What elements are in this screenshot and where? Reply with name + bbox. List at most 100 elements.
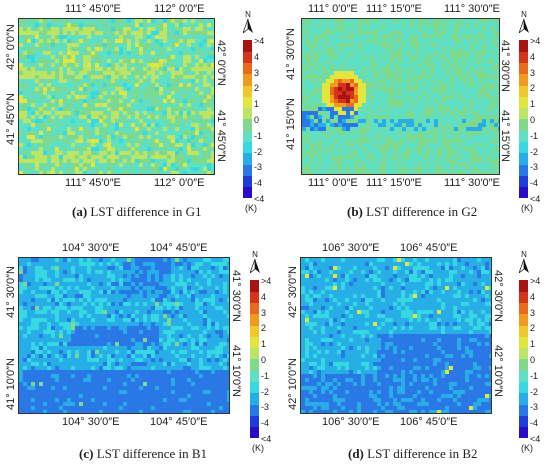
map-g1: [18, 18, 215, 175]
legend-swatch: [250, 325, 259, 337]
legend-unit: (K): [252, 443, 264, 453]
legend-label: <4: [261, 434, 272, 444]
legend-swatch: [519, 370, 528, 383]
lst-raster: [301, 258, 491, 413]
legend-swatch: [243, 130, 252, 143]
bottom-tick: 111° 30′0″E: [444, 177, 500, 189]
legend-label: -1: [261, 370, 270, 381]
legend-swatch: [519, 107, 528, 120]
legend-label: <4: [254, 194, 265, 204]
left-tick: 42° 30′0″N: [287, 266, 299, 318]
legend-swatch: [519, 426, 528, 439]
top-tick: 111° 15′0″E: [366, 3, 422, 15]
north-label: N: [521, 10, 527, 19]
legend-swatch: [519, 73, 528, 86]
legend-label: 2: [530, 323, 536, 334]
legend-label: -2: [530, 146, 539, 157]
bottom-tick: 112° 0′0″E: [154, 177, 205, 189]
legend-swatch: [243, 40, 252, 52]
right-tick: 41° 30′0″N: [230, 270, 242, 322]
legend-label: -1: [254, 130, 263, 141]
legend-unit: (K): [521, 443, 533, 453]
legend-label: -4: [254, 178, 263, 189]
legend-label: <4: [530, 434, 541, 444]
top-tick: 112° 0′0″E: [154, 3, 205, 15]
legend-swatch: [250, 302, 259, 315]
legend-swatch: [243, 62, 252, 75]
legend-swatch: [519, 152, 528, 165]
map-b1: [18, 257, 230, 414]
legend-label: 0: [530, 355, 536, 365]
legend-swatch: [519, 62, 528, 75]
legend-label: 0: [261, 355, 267, 365]
legend-swatch: [243, 119, 252, 131]
left-tick: 41° 15′0″N: [285, 98, 297, 150]
lst-raster: [19, 258, 229, 413]
legend-swatch: [243, 73, 252, 86]
legend-label: 1: [261, 339, 267, 350]
north-arrow-icon: N: [517, 10, 531, 35]
legend-swatch: [250, 336, 259, 349]
legend-swatch: [250, 313, 259, 326]
legend-swatch: [243, 51, 252, 64]
bottom-tick: 106° 45′0″E: [400, 416, 458, 428]
legend-label: 3: [261, 307, 267, 318]
legend-label: -2: [530, 386, 539, 397]
legend-label: 2: [261, 323, 267, 334]
legend-unit: (K): [521, 203, 533, 213]
legend-label: >4: [530, 36, 541, 46]
legend-swatch: [519, 141, 528, 154]
right-tick: 41° 15′0″N: [499, 110, 511, 162]
legend-swatch: [243, 85, 252, 97]
right-tick: 41° 10′0″N: [230, 345, 242, 397]
legend-label: 3: [530, 67, 536, 78]
legend-swatch: [250, 392, 259, 405]
legend-label: -3: [261, 402, 270, 413]
legend-swatch: [519, 280, 528, 292]
legend-swatch: [250, 426, 259, 439]
caption-g2: (b) LST difference in G2: [347, 204, 478, 219]
legend-swatch: [519, 96, 528, 109]
legend-swatch: [519, 186, 528, 199]
legend-label: -4: [261, 418, 270, 429]
legend-swatch: [243, 164, 252, 176]
left-tick: 41° 30′0″N: [285, 28, 297, 80]
top-tick: 111° 0′0″E: [308, 3, 358, 15]
legend-swatch: [519, 164, 528, 176]
legend-label: >4: [261, 276, 272, 286]
legend-label: 2: [254, 83, 260, 94]
legend-swatch: [243, 141, 252, 154]
bottom-tick: 104° 30′0″E: [62, 416, 120, 428]
bottom-tick: 106° 30′0″E: [322, 416, 380, 428]
legend-swatch: [519, 404, 528, 416]
legend-label: -3: [254, 162, 263, 173]
north-label: N: [521, 250, 527, 259]
map-g2: [301, 18, 500, 175]
north-arrow-icon: N: [517, 250, 531, 275]
legend-swatch: [243, 175, 252, 188]
legend-swatch: [519, 336, 528, 349]
top-tick: 111° 45′0″E: [65, 3, 121, 15]
legend-swatch: [519, 325, 528, 337]
right-tick: 42° 30′0″N: [492, 270, 504, 322]
legend-label: -3: [530, 402, 539, 413]
legend-swatch: [519, 119, 528, 131]
north-label: N: [245, 10, 251, 19]
map-b2: [300, 257, 492, 414]
caption-b1: (c) LST difference in B1: [79, 446, 208, 461]
legend-label: 4: [254, 51, 260, 62]
right-tick: 42° 10′0″N: [492, 345, 504, 397]
legend-label: 4: [261, 291, 267, 302]
top-tick: 106° 45′0″E: [400, 242, 458, 254]
top-tick: 104° 30′0″E: [62, 242, 120, 254]
caption-b2: (d) LST difference in B2: [348, 446, 478, 461]
legend-swatch: [519, 347, 528, 360]
legend-swatch: [243, 96, 252, 109]
legend-label: -2: [254, 146, 263, 157]
north-arrow-icon: N: [248, 250, 262, 275]
right-tick: 42° 0′0″N: [215, 40, 227, 86]
north-arrow-icon: N: [241, 10, 255, 35]
left-tick: 41° 30′0″N: [5, 266, 17, 318]
legend-label: 0: [530, 115, 536, 125]
legend-label: 1: [254, 99, 260, 110]
